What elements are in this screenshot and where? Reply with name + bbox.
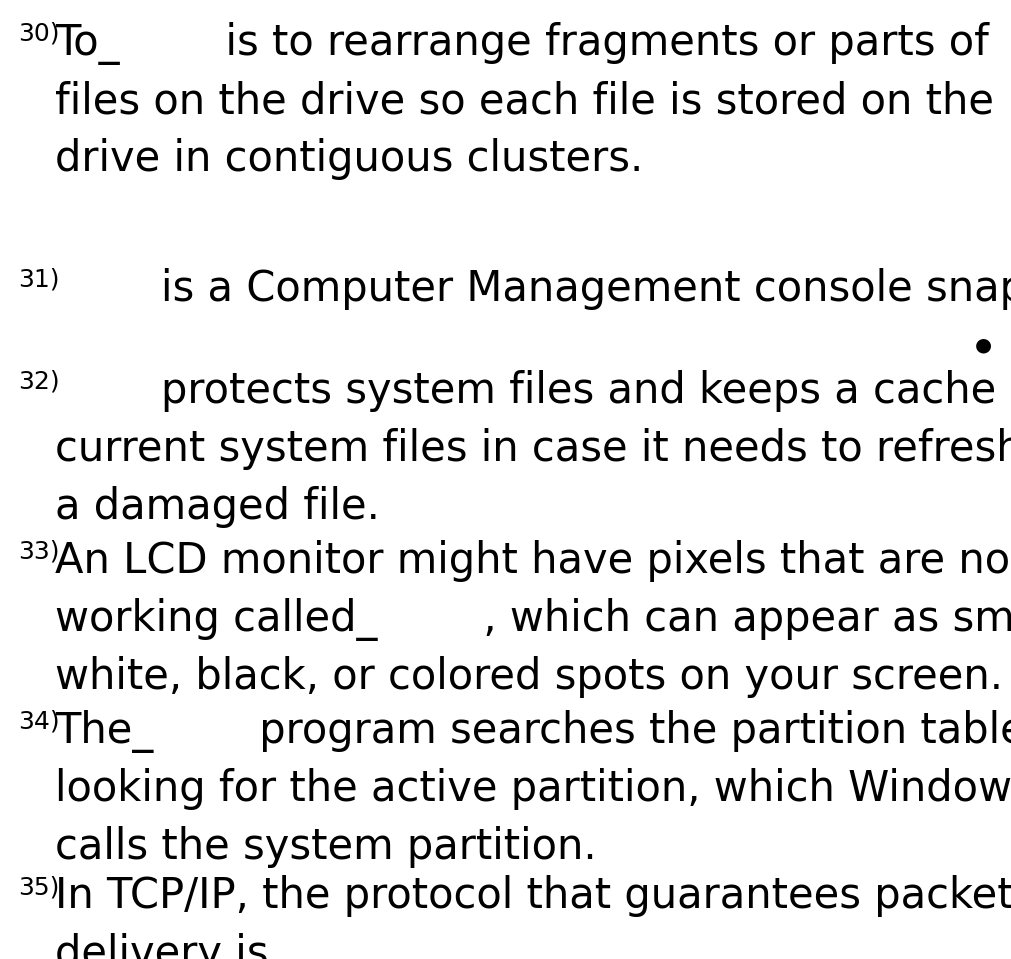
Text: current system files in case it needs to refresh: current system files in case it needs to… <box>55 428 1011 470</box>
Text: In TCP/IP, the protocol that guarantees packet: In TCP/IP, the protocol that guarantees … <box>55 875 1011 917</box>
Text: ●: ● <box>974 335 991 354</box>
Text: a damaged file.: a damaged file. <box>55 486 379 528</box>
Text: white, black, or colored spots on your screen.: white, black, or colored spots on your s… <box>55 656 1002 698</box>
Text: An LCD monitor might have pixels that are not: An LCD monitor might have pixels that ar… <box>55 540 1011 582</box>
Text: 34): 34) <box>18 710 60 734</box>
Text: working called_        , which can appear as small: working called_ , which can appear as sm… <box>55 598 1011 641</box>
Text: files on the drive so each file is stored on the: files on the drive so each file is store… <box>55 80 993 122</box>
Text: delivery is_        .: delivery is_ . <box>55 933 408 959</box>
Text: is a Computer Management console snap-in: is a Computer Management console snap-in <box>55 268 1011 310</box>
Text: 35): 35) <box>18 875 60 899</box>
Text: 32): 32) <box>18 370 60 394</box>
Text: drive in contiguous clusters.: drive in contiguous clusters. <box>55 138 643 180</box>
Text: 31): 31) <box>18 268 60 292</box>
Text: 30): 30) <box>18 22 60 46</box>
Text: The_        program searches the partition table: The_ program searches the partition tabl… <box>55 710 1011 753</box>
Text: To_        is to rearrange fragments or parts of: To_ is to rearrange fragments or parts o… <box>55 22 988 65</box>
Text: looking for the active partition, which Windows: looking for the active partition, which … <box>55 768 1011 810</box>
Text: protects system files and keeps a cache of: protects system files and keeps a cache … <box>55 370 1011 412</box>
Text: 33): 33) <box>18 540 60 564</box>
Text: calls the system partition.: calls the system partition. <box>55 826 596 868</box>
